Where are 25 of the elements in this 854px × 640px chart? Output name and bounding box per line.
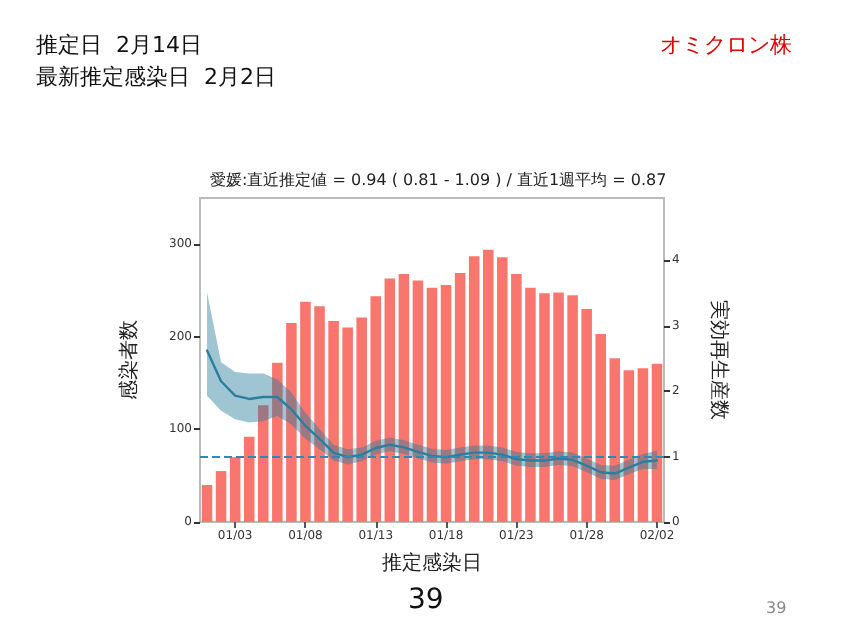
chart-title: 愛媛:直近推定値 = 0.94 ( 0.81 - 1.09 ) / 直近1週平均 = 0.87 xyxy=(210,171,667,189)
bar xyxy=(609,358,621,522)
bar xyxy=(651,363,663,522)
bar xyxy=(637,368,649,522)
y2-axis-title: 実効再生産数 xyxy=(707,300,731,420)
bar xyxy=(384,278,396,522)
text: 39 xyxy=(766,599,787,617)
text: オミクロン株 xyxy=(660,32,792,58)
bar xyxy=(426,287,438,522)
bar xyxy=(243,436,255,522)
x-axis-title: 推定感染日 xyxy=(382,551,482,575)
bar xyxy=(468,256,480,522)
text: 最新推定感染日 2月2日 xyxy=(36,64,276,90)
text: 推定日 2月14日 xyxy=(36,32,202,58)
bar xyxy=(201,484,213,522)
text: 39 xyxy=(408,584,444,616)
bar xyxy=(215,471,227,522)
bar xyxy=(623,370,635,522)
y-axis-title: 感染者数 xyxy=(117,320,141,400)
bar xyxy=(398,273,410,522)
line-series xyxy=(205,349,659,475)
bar xyxy=(229,457,241,522)
bar xyxy=(412,280,424,522)
bar xyxy=(454,272,466,522)
bar xyxy=(440,285,452,522)
